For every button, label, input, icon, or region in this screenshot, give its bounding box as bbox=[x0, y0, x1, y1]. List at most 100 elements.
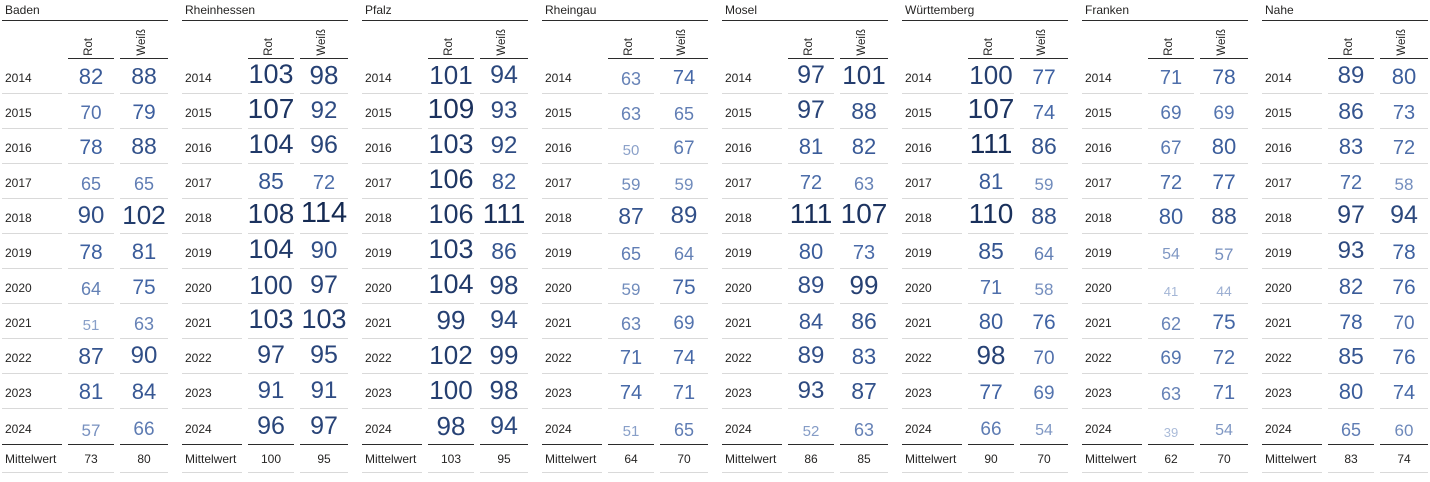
year-label: 2016 bbox=[902, 129, 962, 164]
value-cell-rot: 65 bbox=[1340, 420, 1362, 440]
year-label: 2020 bbox=[182, 269, 242, 304]
year-label: 2018 bbox=[1262, 199, 1322, 234]
year-label: 2021 bbox=[542, 304, 602, 339]
year-label: 2016 bbox=[1262, 129, 1322, 164]
column-header-weiss-label: Weiß bbox=[1216, 29, 1229, 56]
year-label: 2014 bbox=[542, 59, 602, 94]
column-header-rot: Rot bbox=[248, 21, 294, 59]
mittelwert-value-weiss: 70 bbox=[1020, 444, 1068, 473]
table-row: 2016 67 80 bbox=[1082, 129, 1248, 164]
column-header-weiss: Weiß bbox=[840, 21, 888, 59]
table-row: 2024 65 60 bbox=[1262, 409, 1428, 444]
table-row: 2016 78 88 bbox=[2, 129, 168, 164]
value-cell-weiss: 90 bbox=[300, 234, 348, 269]
header-spacer bbox=[1082, 21, 1142, 59]
table-row: 2017 72 77 bbox=[1082, 164, 1248, 199]
table-row: 2015 109 93 bbox=[362, 94, 528, 129]
value-cell-weiss: 97 bbox=[300, 269, 348, 304]
table-row: 2018 110 88 bbox=[902, 199, 1068, 234]
year-label: 2015 bbox=[1082, 94, 1142, 129]
table-row: 2016 83 72 bbox=[1262, 129, 1428, 164]
value-cell-rot: 96 bbox=[257, 412, 285, 440]
table-row: 2021 80 76 bbox=[902, 304, 1068, 339]
year-label: 2022 bbox=[182, 339, 242, 374]
value-cell-weiss: 73 bbox=[1380, 94, 1428, 129]
value-cell-rot: 110 bbox=[968, 199, 1014, 234]
mittelwert-value-weiss: 70 bbox=[660, 444, 708, 473]
table-row: 2024 66 54 bbox=[902, 409, 1068, 444]
mittelwert-value-rot: 103 bbox=[428, 444, 474, 473]
year-label: 2023 bbox=[362, 374, 422, 409]
year-label: 2019 bbox=[2, 234, 62, 269]
year-label: 2023 bbox=[1082, 374, 1142, 409]
year-label: 2014 bbox=[902, 59, 962, 94]
year-label: 2019 bbox=[722, 234, 782, 269]
column-header-row: Rot Weiß bbox=[1082, 21, 1248, 59]
value-cell-weiss: 86 bbox=[1020, 129, 1068, 164]
value-cell-rot: 63 bbox=[608, 94, 654, 129]
value-cell-rot: 100 bbox=[248, 269, 294, 304]
region-table: Franken Rot Weiß 2014 71 78 2015 69 69 2016 67 80 20… bbox=[1082, 2, 1248, 482]
value-cell-rot: 78 bbox=[68, 234, 114, 269]
value-cell-rot: 80 bbox=[1328, 374, 1374, 409]
year-label: 2016 bbox=[1082, 129, 1142, 164]
header-spacer bbox=[542, 21, 602, 59]
mittelwert-value-weiss: 95 bbox=[480, 444, 528, 473]
year-label: 2022 bbox=[542, 339, 602, 374]
value-cell-rot: 104 bbox=[428, 269, 474, 304]
value-cell-weiss: 94 bbox=[480, 304, 528, 339]
region-table: Mosel Rot Weiß 2014 97 101 2015 97 88 2016 81 82 201… bbox=[722, 2, 888, 482]
value-cell-weiss: 94 bbox=[1380, 199, 1428, 234]
mittelwert-label: Mittelwert bbox=[2, 444, 62, 473]
value-cell-rot: 69 bbox=[1148, 339, 1194, 374]
value-cell-weiss: 59 bbox=[660, 164, 708, 199]
year-label: 2024 bbox=[545, 422, 572, 436]
mittelwert-row: Mittelwert 90 70 bbox=[902, 444, 1068, 473]
year-label: 2022 bbox=[2, 339, 62, 374]
table-row: 2014 101 94 bbox=[362, 59, 528, 94]
table-row: 2017 81 59 bbox=[902, 164, 1068, 199]
value-cell-weiss: 86 bbox=[840, 304, 888, 339]
year-label: 2020 bbox=[1262, 269, 1322, 304]
column-header-row: Rot Weiß bbox=[2, 21, 168, 59]
year-label: 2019 bbox=[1262, 234, 1322, 269]
value-cell-rot: 91 bbox=[248, 374, 294, 409]
column-header-rot: Rot bbox=[968, 21, 1014, 59]
mittelwert-value-weiss: 70 bbox=[1200, 444, 1248, 473]
year-label: 2014 bbox=[2, 59, 62, 94]
year-label: 2020 bbox=[362, 269, 422, 304]
value-cell-weiss: 88 bbox=[1200, 199, 1248, 234]
table-row: 2020 64 75 bbox=[2, 269, 168, 304]
year-label: 2024 bbox=[365, 422, 392, 436]
column-header-row: Rot Weiß bbox=[722, 21, 888, 59]
year-label: 2016 bbox=[542, 129, 602, 164]
value-cell-rot: 65 bbox=[608, 234, 654, 269]
table-row: 2018 90 102 bbox=[2, 199, 168, 234]
region-title: Rheingau bbox=[542, 2, 708, 21]
value-cell-rot: 98 bbox=[436, 411, 466, 441]
value-cell-weiss: 58 bbox=[1380, 164, 1428, 199]
year-label: 2022 bbox=[902, 339, 962, 374]
table-row: 2023 93 87 bbox=[722, 374, 888, 409]
value-cell-rot: 71 bbox=[1148, 59, 1194, 94]
table-row: 2019 65 64 bbox=[542, 234, 708, 269]
value-cell-rot: 57 bbox=[81, 421, 101, 440]
value-cell-rot: 70 bbox=[68, 94, 114, 129]
year-label: 2021 bbox=[362, 304, 422, 339]
mittelwert-label: Mittelwert bbox=[902, 444, 962, 473]
value-cell-weiss: 65 bbox=[673, 420, 695, 440]
table-row: 2018 97 94 bbox=[1262, 199, 1428, 234]
value-cell-rot: 97 bbox=[248, 339, 294, 374]
value-cell-weiss: 63 bbox=[840, 164, 888, 199]
year-label: 2017 bbox=[542, 164, 602, 199]
value-cell-rot: 102 bbox=[428, 339, 474, 374]
value-cell-weiss: 82 bbox=[480, 164, 528, 199]
value-cell-rot: 80 bbox=[968, 304, 1014, 339]
table-row: 2023 80 74 bbox=[1262, 374, 1428, 409]
table-row: 2020 41 44 bbox=[1082, 269, 1248, 304]
year-label: 2020 bbox=[542, 269, 602, 304]
column-header-weiss-label: Weiß bbox=[136, 29, 149, 56]
table-row: 2022 89 83 bbox=[722, 339, 888, 374]
table-row: 2020 59 75 bbox=[542, 269, 708, 304]
table-row: 2019 103 86 bbox=[362, 234, 528, 269]
